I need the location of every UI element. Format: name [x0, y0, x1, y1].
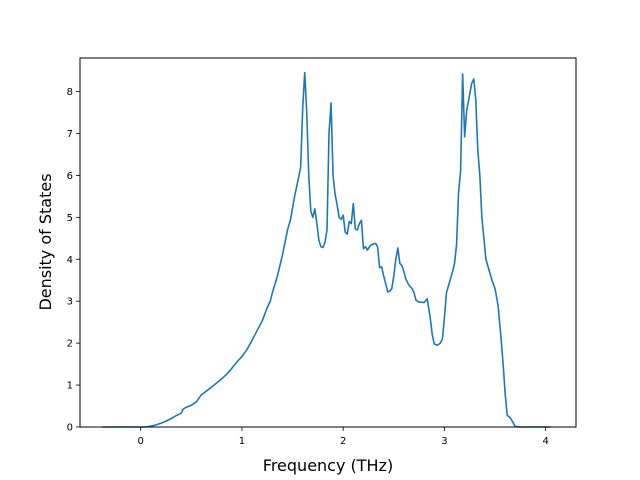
axes-frame [79, 57, 577, 428]
y-tick-label: 2 [67, 339, 73, 350]
y-tick-label: 4 [67, 255, 73, 266]
y-axis-label: Density of States [36, 173, 55, 310]
y-tick-label: 7 [67, 129, 73, 140]
y-tick-label: 3 [67, 297, 73, 308]
x-tick-label: 1 [239, 436, 245, 447]
x-axis-label: Frequency (THz) [263, 456, 393, 475]
y-tick-label: 5 [67, 213, 73, 224]
x-tick-label: 3 [441, 436, 447, 447]
y-tick-label: 1 [67, 381, 73, 392]
plot-area [102, 71, 551, 428]
y-tick-label: 8 [67, 87, 73, 98]
x-tick-label: 0 [138, 436, 144, 447]
y-tick-label: 6 [67, 171, 73, 182]
x-axis: 0 1 2 3 4 [138, 427, 549, 447]
y-axis: 0 1 2 3 4 5 6 7 8 [67, 87, 80, 434]
x-tick-label: 4 [542, 436, 548, 447]
dos-series-line-0 [102, 71, 551, 428]
y-tick-label: 0 [67, 423, 73, 434]
x-tick-label: 2 [340, 436, 346, 447]
